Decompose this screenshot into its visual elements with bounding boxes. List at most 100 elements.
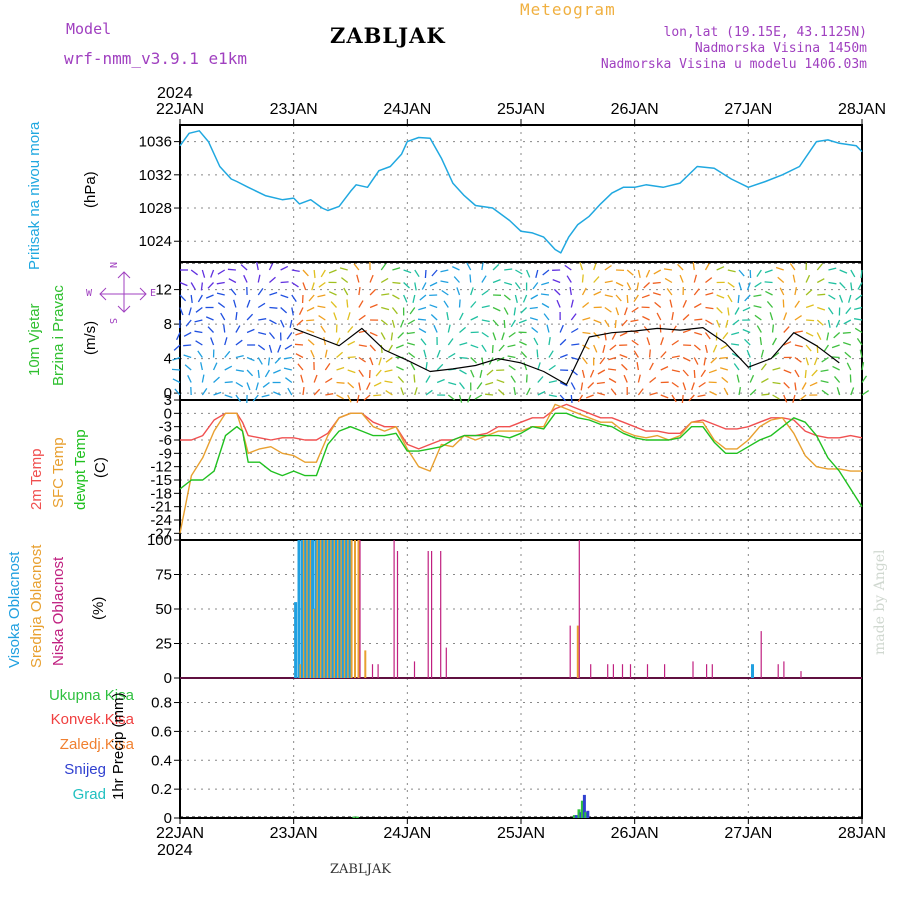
wind-arrow <box>783 382 790 389</box>
wind-arrow <box>336 366 345 371</box>
y-tick-label: 0.2 <box>151 781 172 798</box>
wind-arrow <box>679 274 684 283</box>
cloud-bar <box>751 664 754 678</box>
wind-arrow <box>631 339 639 346</box>
wind-arrow <box>537 376 544 383</box>
wind-arrow <box>769 312 774 321</box>
wind-arrow <box>844 351 852 358</box>
y-tick-label: 0 <box>164 810 172 827</box>
page-title: ZABLJAK <box>330 23 446 48</box>
wind-arrow <box>297 363 304 371</box>
wind-arrow <box>694 318 703 321</box>
wind-arrow <box>448 381 457 386</box>
wind-arrow <box>503 294 511 301</box>
wind-arrow <box>320 325 326 333</box>
y-tick-label: -27 <box>150 525 172 542</box>
wind-arrow <box>429 281 438 287</box>
wind-arrow <box>257 274 261 283</box>
wind-arrow <box>336 381 345 384</box>
wind-arrow <box>623 307 628 316</box>
wind-arrow <box>200 282 204 291</box>
wind-arrow <box>833 332 841 339</box>
cloud-bar <box>306 540 309 678</box>
cloud-bar <box>314 540 318 678</box>
wind-arrow <box>485 381 494 386</box>
wind-arrow <box>252 394 259 402</box>
wind-arrow <box>325 377 333 384</box>
cloud-bar <box>629 664 632 678</box>
wind-arrow <box>470 301 477 308</box>
cloud-bar <box>347 540 350 678</box>
wind-arrow <box>380 332 386 340</box>
wind-arrow <box>546 324 550 333</box>
wind-arrow <box>581 369 586 378</box>
wind-speed-line <box>293 327 840 386</box>
wind-arrow <box>705 292 714 296</box>
wind-arrow <box>380 319 388 326</box>
wind-arrow <box>436 363 444 371</box>
wind-arrow <box>746 282 751 291</box>
cloud-bar <box>341 540 345 678</box>
wind-arrow <box>280 319 285 328</box>
wind-arrow <box>843 319 852 325</box>
wind-arrow <box>839 282 846 289</box>
wind-arrow <box>682 356 691 362</box>
wind-arrow <box>809 381 818 387</box>
wind-arrow <box>723 387 729 396</box>
wind-arrow <box>176 332 181 341</box>
wind-arrow <box>425 362 428 371</box>
wind-arrow <box>772 352 780 359</box>
wind-arrow <box>269 319 277 325</box>
wind-arrow <box>805 274 811 283</box>
wind-arrow <box>375 369 382 377</box>
cloud-bar <box>313 609 316 678</box>
wind-arrow <box>839 269 848 274</box>
wind-arrow <box>691 382 695 391</box>
model-label: Model <box>66 20 112 38</box>
wind-arrow <box>408 352 416 359</box>
wind-arrow <box>201 388 208 396</box>
wind-arrow <box>760 349 765 358</box>
date-label-top: 22JAN <box>156 101 204 118</box>
wind-arrow <box>458 382 465 390</box>
wind-arrow <box>831 344 840 349</box>
wind-arrow <box>754 314 762 321</box>
wind-arrow <box>358 287 361 296</box>
cloud-bar <box>348 540 352 678</box>
wind-arrow <box>520 307 528 314</box>
wind-arrow <box>705 306 714 310</box>
y-tick-label: 100 <box>147 532 172 549</box>
wind-arrow <box>727 269 736 273</box>
cloud-bar <box>427 551 429 678</box>
wind-arrow <box>235 381 244 388</box>
wind-arrow <box>708 369 717 374</box>
wind-arrow <box>703 357 707 366</box>
wind-arrow <box>597 392 606 396</box>
wind-arrow <box>295 331 304 336</box>
wind-arrow <box>593 262 597 271</box>
wind-arrow <box>571 343 580 346</box>
wind-arrow <box>481 275 487 283</box>
y-tick-label: -18 <box>150 485 172 502</box>
wind-arrow <box>224 394 233 399</box>
date-label-bottom: 25JAN <box>497 825 545 842</box>
wind-arrow <box>369 274 374 283</box>
wind-arrow <box>273 391 281 396</box>
wind-arrow <box>816 332 822 340</box>
wind-arrow <box>525 269 531 278</box>
wind-arrow <box>671 339 679 346</box>
wind-arrow <box>754 281 762 288</box>
cloud-bar <box>590 664 592 678</box>
wind-arrow <box>392 267 401 271</box>
wind-arrow <box>307 339 315 346</box>
wind-arrow <box>417 318 427 321</box>
wind-arrow <box>190 269 198 276</box>
cloud-bar <box>326 540 329 678</box>
wind-arrow <box>626 294 629 304</box>
cloud-bar <box>316 540 319 678</box>
wind-arrow <box>746 349 751 358</box>
wind-arrow <box>369 303 378 309</box>
wind-arrow <box>623 374 628 383</box>
wind-arrow <box>347 325 354 333</box>
date-label-bottom: 28JAN <box>838 825 886 842</box>
